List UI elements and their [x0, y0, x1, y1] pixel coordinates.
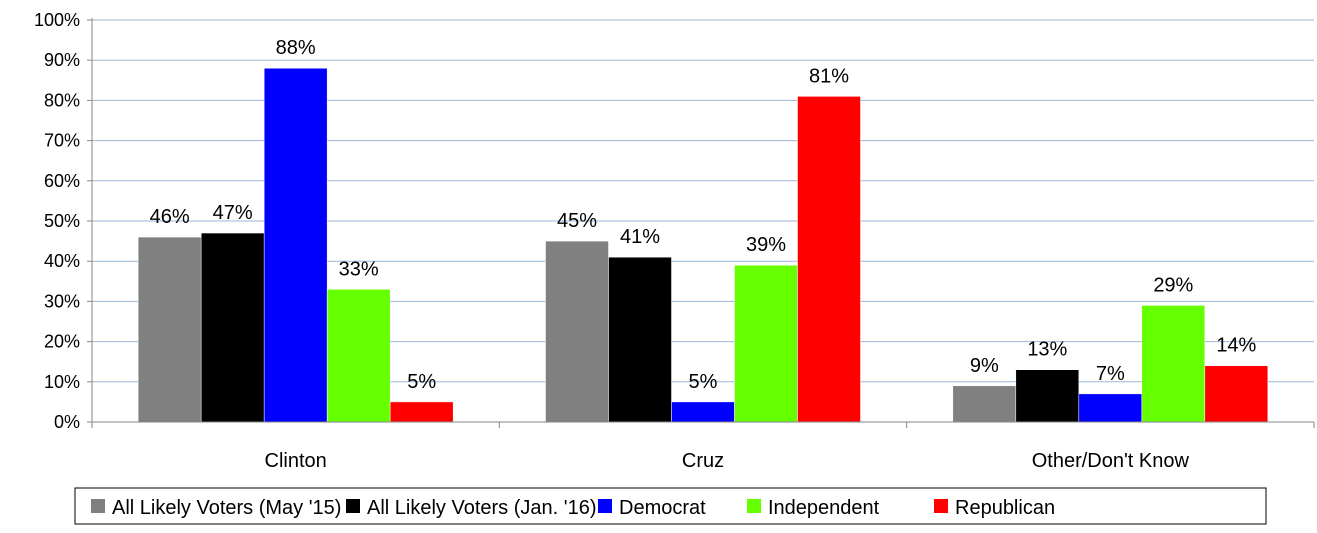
- y-tick-label: 50%: [44, 211, 80, 231]
- legend-label: Democrat: [619, 497, 706, 519]
- bar: [608, 256, 672, 423]
- data-label: 46%: [150, 206, 190, 228]
- data-label: 5%: [407, 371, 436, 393]
- y-tick-label: 90%: [44, 50, 80, 70]
- data-label: 47%: [213, 202, 253, 224]
- legend-swatch: [934, 499, 948, 513]
- legend-label: Republican: [955, 497, 1055, 519]
- legend-swatch: [747, 499, 761, 513]
- data-label: 14%: [1216, 335, 1256, 357]
- y-tick-label: 10%: [44, 372, 80, 392]
- y-tick-label: 70%: [44, 131, 80, 151]
- bar: [1204, 365, 1269, 423]
- bar: [263, 67, 328, 423]
- y-tick-label: 30%: [44, 291, 80, 311]
- y-tick-label: 40%: [44, 251, 80, 271]
- bar: [734, 264, 798, 423]
- y-tick-label: 100%: [34, 10, 80, 30]
- data-label: 88%: [276, 37, 316, 59]
- bar: [200, 232, 265, 423]
- bar: [326, 289, 391, 423]
- category-label: Other/Don't Know: [1032, 450, 1190, 472]
- bar: [389, 401, 454, 423]
- legend-label: All Likely Voters (May '15): [112, 497, 341, 519]
- data-label: 9%: [970, 355, 999, 377]
- data-label: 41%: [620, 226, 660, 248]
- y-tick-label: 0%: [54, 412, 80, 432]
- bar: [545, 240, 609, 423]
- data-label: 5%: [689, 371, 718, 393]
- data-label: 7%: [1096, 363, 1125, 385]
- data-label: 13%: [1027, 339, 1067, 361]
- axes: 0% 10% 20% 30% 40% 50% 60% 70% 80% 90% 100% Clinton…: [34, 10, 1315, 472]
- legend-label: Independent: [768, 497, 880, 519]
- legend-label: All Likely Voters (Jan. '16): [367, 497, 596, 519]
- bar: [1141, 305, 1206, 423]
- category-label: Cruz: [682, 450, 724, 472]
- data-label: 81%: [809, 65, 849, 87]
- data-labels: 46% 47% 88% 33% 5% 45% 41% 5% 39% 81% 9% 13% 7% 29% 14…: [150, 37, 1257, 393]
- legend: All Likely Voters (May '15) All Likely Vo…: [74, 487, 1267, 525]
- bar: [1078, 393, 1143, 423]
- y-tick-label: 20%: [44, 332, 80, 352]
- data-label: 39%: [746, 234, 786, 256]
- bar: [1015, 369, 1080, 423]
- bar: [671, 401, 735, 423]
- legend-swatch: [91, 499, 105, 513]
- data-label: 29%: [1153, 274, 1193, 296]
- legend-swatch: [346, 499, 360, 513]
- data-label: 45%: [557, 210, 597, 232]
- category-label: Clinton: [265, 450, 327, 472]
- data-label: 33%: [339, 258, 379, 280]
- y-tick-label: 60%: [44, 171, 80, 191]
- y-tick-label: 80%: [44, 90, 80, 110]
- bar: [797, 96, 861, 423]
- legend-swatch: [598, 499, 612, 513]
- bar: [952, 385, 1017, 423]
- legend-box: [74, 487, 1267, 525]
- bar: [137, 236, 202, 423]
